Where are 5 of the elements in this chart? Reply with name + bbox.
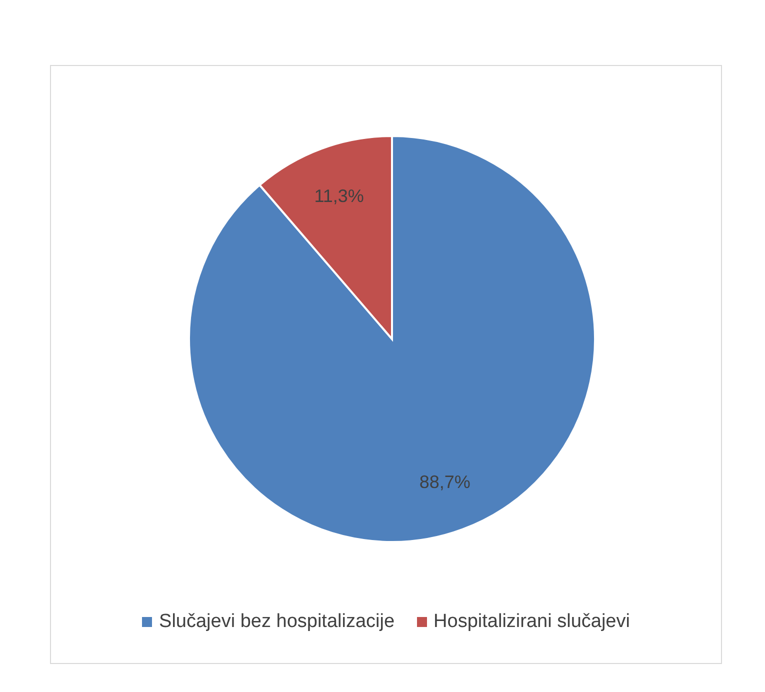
legend-label: Hospitalizirani slučajevi <box>434 611 630 633</box>
data-label: 88,7% <box>419 472 470 492</box>
pie-slice <box>188 135 596 543</box>
data-label: 11,3% <box>314 186 364 206</box>
legend-label: Slučajevi bez hospitalizacije <box>159 611 395 633</box>
